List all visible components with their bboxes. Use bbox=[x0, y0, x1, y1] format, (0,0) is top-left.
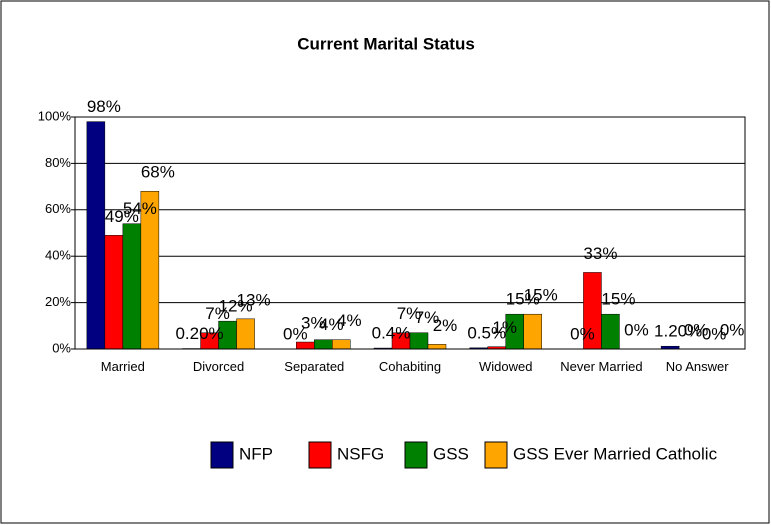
bar bbox=[427, 344, 447, 350]
bar bbox=[236, 318, 255, 350]
bar bbox=[409, 332, 429, 350]
x-tick-label: Married bbox=[100, 359, 145, 374]
x-tick-label: Divorced bbox=[192, 359, 245, 374]
bar bbox=[86, 121, 106, 350]
data-label: 4% bbox=[319, 315, 344, 334]
data-label: 0% bbox=[702, 324, 727, 343]
data-label: 4% bbox=[337, 311, 362, 330]
x-tick-label: Separated bbox=[284, 359, 345, 374]
data-label: 15% bbox=[601, 290, 635, 309]
data-label: 1% bbox=[492, 318, 517, 337]
data-label: 7% bbox=[397, 304, 422, 323]
y-tick-label: 0% bbox=[52, 340, 71, 355]
bar bbox=[332, 339, 351, 350]
data-label: 7% bbox=[415, 308, 440, 327]
data-label: 0% bbox=[684, 320, 709, 339]
data-label: 2% bbox=[433, 316, 458, 335]
legend-label: NFP bbox=[239, 444, 273, 463]
bar bbox=[601, 313, 620, 350]
data-label: 0.4% bbox=[372, 324, 411, 343]
x-tick-label: Widowed bbox=[478, 359, 533, 374]
bar bbox=[122, 223, 142, 350]
y-tick-label: 40% bbox=[45, 248, 71, 263]
bar bbox=[523, 313, 542, 350]
data-label: 0% bbox=[283, 324, 308, 343]
chart-title: Current Marital Status bbox=[297, 34, 475, 53]
y-tick-label: 20% bbox=[45, 294, 71, 309]
data-label: 12% bbox=[219, 297, 253, 316]
data-label: 68% bbox=[141, 163, 175, 182]
data-label: 15% bbox=[524, 286, 558, 305]
legend-label: NSFG bbox=[337, 444, 384, 463]
x-tick-label: Never Married bbox=[560, 359, 643, 374]
data-label: 3% bbox=[301, 314, 326, 333]
data-label: 0% bbox=[570, 324, 595, 343]
data-label: 98% bbox=[87, 97, 121, 116]
x-tick-label: No Answer bbox=[665, 359, 729, 374]
data-label: 33% bbox=[583, 244, 617, 263]
data-label: 0% bbox=[624, 320, 649, 339]
y-tick-label: 60% bbox=[45, 201, 71, 216]
data-label: 0.5% bbox=[467, 323, 506, 342]
data-label: 7% bbox=[205, 304, 230, 323]
plot-area bbox=[74, 116, 746, 350]
data-label: 49% bbox=[105, 207, 139, 226]
data-label: 13% bbox=[237, 290, 271, 309]
data-label: 0% bbox=[720, 320, 745, 339]
data-label: 0.20% bbox=[175, 324, 223, 343]
legend-swatch bbox=[210, 441, 234, 469]
y-tick-label: 100% bbox=[38, 108, 72, 123]
x-tick-label: Cohabiting bbox=[378, 359, 442, 374]
legend-swatch bbox=[404, 441, 428, 469]
legend-label: GSS bbox=[433, 444, 469, 463]
data-label: 15% bbox=[506, 290, 540, 309]
bar bbox=[314, 339, 333, 350]
data-label: 1.20% bbox=[654, 322, 702, 341]
legend-label: GSS Ever Married Catholic bbox=[513, 444, 718, 463]
y-tick-label: 80% bbox=[45, 155, 71, 170]
data-label: 54% bbox=[123, 199, 157, 218]
bar bbox=[104, 235, 124, 350]
legend-swatch bbox=[484, 441, 508, 469]
legend-swatch bbox=[308, 441, 332, 469]
